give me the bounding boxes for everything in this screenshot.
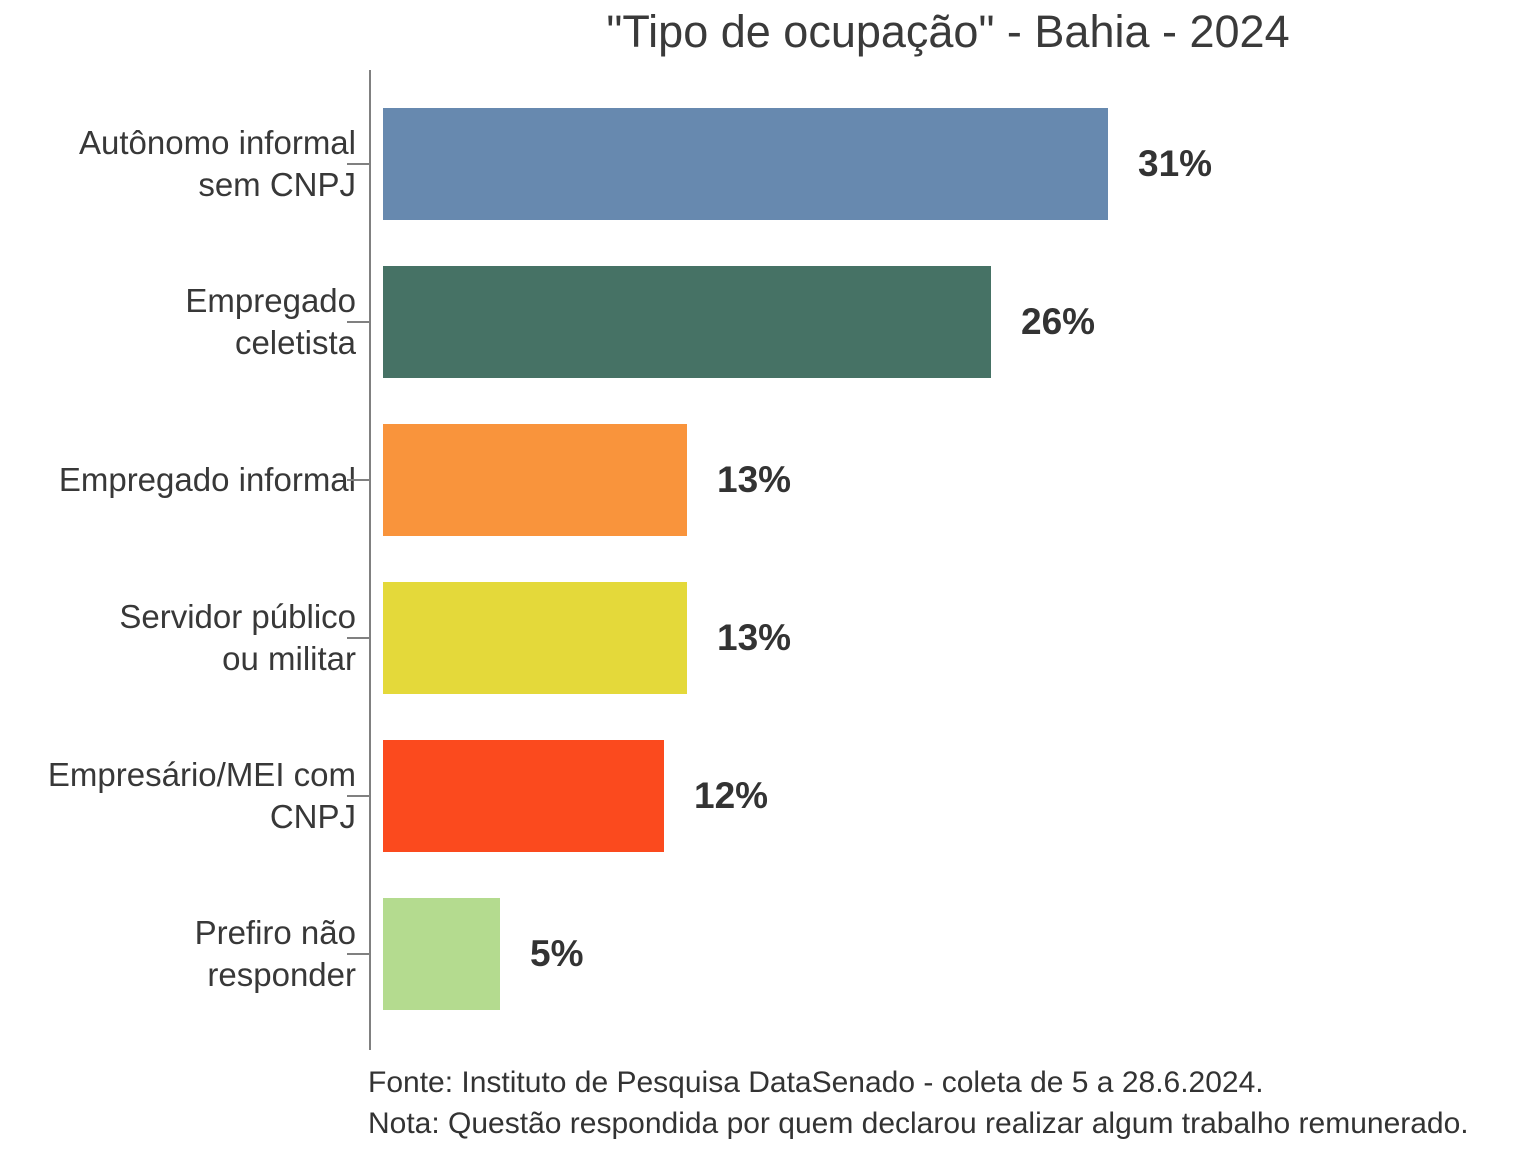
footer: Fonte: Instituto de Pesquisa DataSenado … bbox=[368, 1062, 1528, 1145]
bar-row-servidor-publico: Servidor público ou militar 13% bbox=[0, 582, 1536, 694]
bar bbox=[383, 898, 500, 1010]
axis-tick bbox=[347, 479, 370, 481]
value-label: 26% bbox=[1021, 301, 1096, 342]
bar-row-empregado-informal: Empregado informal 13% bbox=[0, 424, 1536, 536]
category-label: Empregado informal bbox=[58, 460, 356, 498]
chart-title: "Tipo de ocupação" - Bahia - 2024 bbox=[606, 6, 1290, 57]
axis-tick bbox=[347, 953, 370, 955]
bar bbox=[383, 582, 687, 694]
value-label: 13% bbox=[717, 459, 792, 500]
bar bbox=[383, 740, 664, 852]
value-label: 12% bbox=[694, 775, 769, 816]
bar bbox=[383, 108, 1108, 220]
bar bbox=[383, 266, 991, 378]
axis-tick bbox=[347, 321, 370, 323]
bar-row-prefiro-nao-responder: Prefiro não responder 5% bbox=[0, 898, 1536, 1010]
source-note: Fonte: Instituto de Pesquisa DataSenado … bbox=[368, 1066, 1264, 1099]
value-label: 13% bbox=[717, 617, 792, 658]
axis-tick bbox=[347, 163, 370, 165]
category-label: Prefiro não responder bbox=[194, 913, 356, 993]
category-label: Empregado celetista bbox=[185, 281, 356, 361]
bar-row-empregado-celetista: Empregado celetista 26% bbox=[0, 266, 1536, 378]
value-label: 31% bbox=[1138, 143, 1213, 184]
method-note: Nota: Questão respondida por quem declar… bbox=[368, 1107, 1469, 1141]
category-label: Servidor público ou militar bbox=[119, 597, 356, 677]
axis-tick bbox=[347, 637, 370, 639]
bar bbox=[383, 424, 687, 536]
bar-row-empresario-mei: Empresário/MEI com CNPJ 12% bbox=[0, 740, 1536, 852]
category-label: Empresário/MEI com CNPJ bbox=[47, 755, 356, 835]
axis-tick bbox=[347, 795, 370, 797]
y-axis-line bbox=[369, 70, 371, 1050]
bar-row-autonomo-informal: Autônomo informal sem CNPJ 31% bbox=[0, 108, 1536, 220]
category-label: Autônomo informal sem CNPJ bbox=[79, 123, 356, 203]
value-label: 5% bbox=[530, 933, 584, 974]
